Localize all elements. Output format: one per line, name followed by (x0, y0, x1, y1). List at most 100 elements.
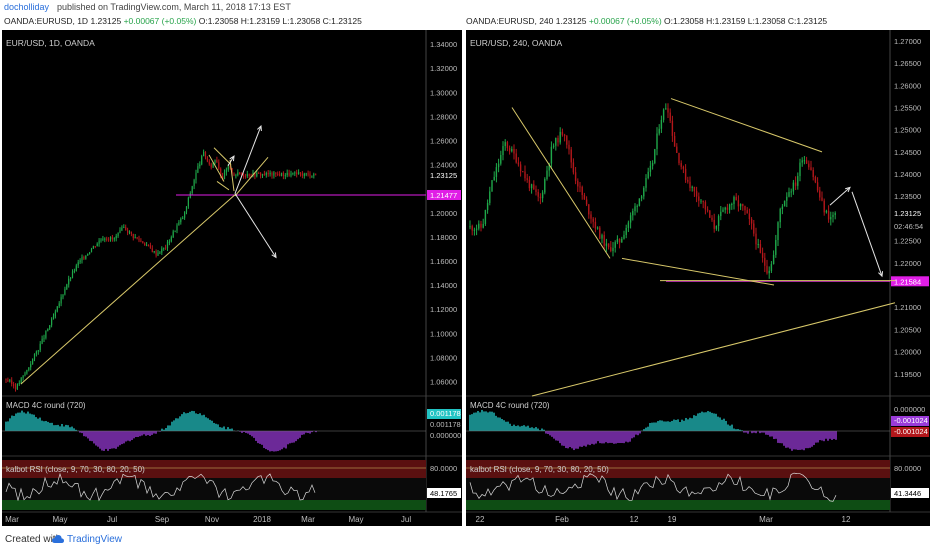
left-candle (16, 383, 18, 390)
right-candle (656, 133, 658, 150)
left-candle (51, 318, 53, 326)
right-candle (574, 172, 577, 181)
right-candle (592, 218, 594, 222)
right-candle (744, 205, 746, 211)
left-candle (104, 238, 106, 240)
left-candle (233, 173, 235, 176)
left-candle (134, 237, 136, 239)
right-candle (788, 191, 790, 197)
right-candle (823, 200, 825, 213)
left-candle (292, 173, 294, 175)
right-candle (766, 265, 768, 274)
left-candle (159, 252, 161, 254)
right-candle (478, 223, 480, 229)
tradingview-link[interactable]: TradingView (67, 534, 123, 545)
right-trendline (511, 107, 611, 259)
right-candle (640, 196, 643, 199)
right-candle (724, 207, 726, 210)
left-chart-panel[interactable]: EUR/USD, 1D, OANDA 1.34000 1.32000 1.30000 1… (2, 30, 462, 526)
left-candle (206, 157, 208, 162)
left-rsi-mid-band (2, 478, 426, 500)
right-last: 1.23125 (555, 16, 587, 26)
right-macd-label: MACD 4C round (720) (470, 401, 550, 410)
right-candle (814, 177, 817, 183)
left-candle (214, 159, 216, 163)
right-candle (572, 162, 575, 173)
right-candle (594, 221, 597, 229)
right-candle (750, 219, 753, 224)
right-candle (783, 200, 786, 207)
left-candle (144, 243, 146, 246)
right-rsi-line (469, 472, 837, 502)
author-name[interactable]: docholliday (4, 2, 50, 12)
right-candle (583, 195, 586, 200)
right-candle (535, 189, 537, 192)
left-y-tick: 1.28000 (430, 112, 457, 121)
left-trendline (216, 181, 230, 191)
left-close: C:1.23125 (322, 16, 362, 26)
right-candle (502, 146, 504, 156)
right-macd-tick: -0.001024 (894, 427, 928, 436)
right-rsi-tick: 80.0000 (894, 464, 921, 473)
right-change: +0.00067 (+0.05%) (588, 16, 662, 26)
right-candle (588, 204, 590, 215)
left-candle (58, 303, 60, 307)
left-candle (146, 245, 148, 247)
right-candle (706, 209, 709, 211)
right-candle (748, 213, 751, 220)
right-candle (634, 206, 636, 212)
left-candle (246, 174, 248, 177)
right-candle (761, 252, 764, 258)
right-candle (517, 162, 520, 165)
left-candle (115, 235, 117, 239)
left-candle (165, 247, 167, 249)
left-candle (66, 284, 68, 290)
left-candle (47, 328, 49, 331)
left-candle (138, 238, 140, 241)
right-chart-svg[interactable]: EUR/USD, 240, OANDA 1.27000 1.26500 1.26000… (466, 30, 930, 526)
right-candle (546, 170, 548, 180)
left-candle (301, 173, 303, 176)
right-candle (495, 167, 498, 177)
right-candle (772, 254, 775, 265)
right-candle (497, 163, 500, 168)
left-chart-svg[interactable]: EUR/USD, 1D, OANDA 1.34000 1.32000 1.30000 1… (2, 30, 462, 526)
right-trendline (670, 98, 823, 153)
right-candle (621, 238, 623, 243)
left-rsi-label: kalbot RSI (close, 9, 70, 30, 80, 20, 50… (6, 465, 145, 474)
right-projection-arrow (829, 186, 851, 206)
right-candle (469, 226, 471, 228)
left-candle (303, 173, 305, 176)
left-candle (275, 172, 277, 174)
left-candle (109, 237, 112, 240)
left-candle (100, 239, 102, 241)
left-rsi-overbought-band (2, 460, 426, 478)
right-close: C:1.23125 (787, 16, 828, 26)
left-candle (92, 246, 94, 249)
tradingview-cloud-icon (52, 535, 64, 543)
right-candle (731, 203, 733, 205)
left-trendline (213, 147, 232, 165)
left-candle (11, 380, 13, 385)
left-candle (286, 172, 288, 176)
left-level-badge (427, 189, 461, 200)
right-chart-panel[interactable]: EUR/USD, 240, OANDA 1.27000 1.26500 1.26000… (466, 30, 930, 526)
left-price-label: 1.23125 (430, 171, 457, 180)
right-arrow-head (878, 271, 884, 278)
right-y-tick: 1.20000 (894, 348, 921, 357)
left-candle (85, 255, 87, 259)
left-change: +0.00067 (+0.05%) (123, 16, 197, 26)
right-candle (726, 207, 729, 210)
right-y-tick: 1.23500 (894, 192, 921, 201)
right-x-tick: 19 (668, 515, 677, 524)
right-candle (698, 196, 700, 201)
right-candle (733, 197, 735, 204)
right-x-tick: Mar (759, 515, 773, 524)
right-rsi-overbought-band (466, 460, 890, 478)
left-x-tick: Jul (401, 515, 411, 524)
left-y-tick: 1.08000 (430, 353, 457, 362)
left-candle (49, 325, 51, 329)
right-candle (715, 226, 718, 229)
left-projection-arrow (234, 193, 277, 258)
right-candle (601, 235, 603, 239)
